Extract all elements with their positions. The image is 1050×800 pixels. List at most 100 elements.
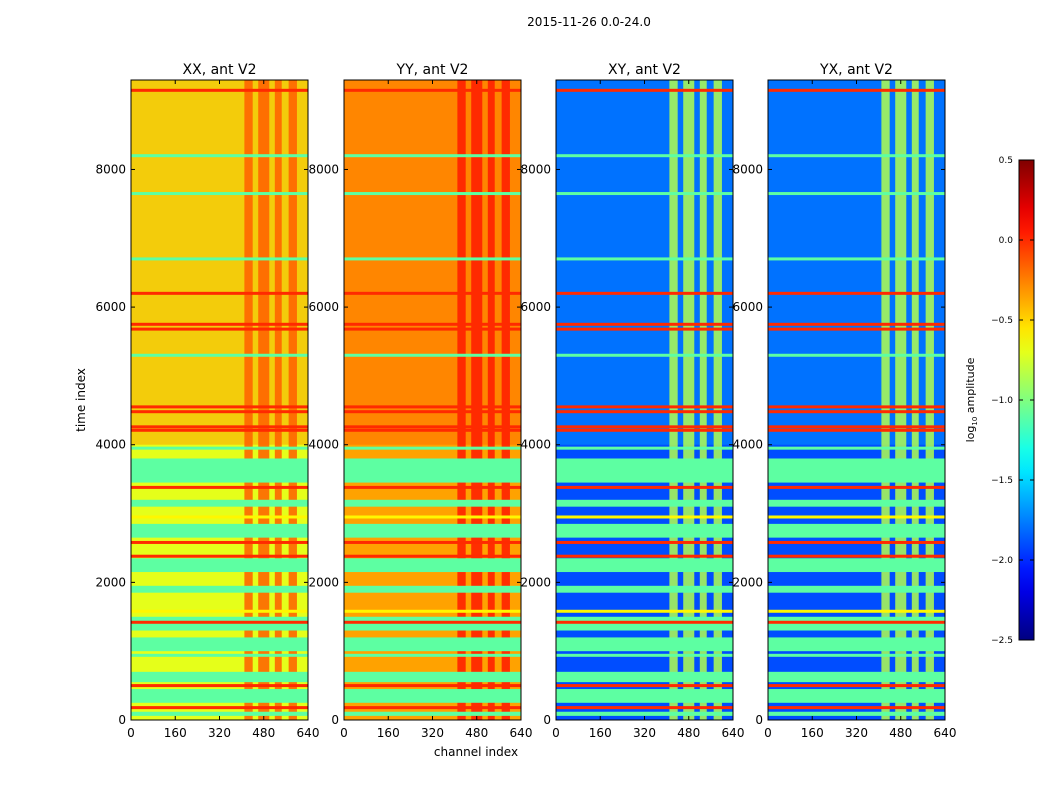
burst-column bbox=[471, 80, 483, 720]
rfi-line bbox=[131, 515, 308, 519]
colorbar-tick-label: −0.5 bbox=[991, 316, 1013, 326]
rfi-line bbox=[768, 353, 945, 357]
burst-column bbox=[699, 80, 707, 720]
rfi-line bbox=[344, 428, 521, 432]
flagged-band bbox=[131, 499, 308, 507]
y-tick-label: 6000 bbox=[95, 300, 126, 314]
flagged-band bbox=[556, 637, 733, 652]
y-tick-label: 8000 bbox=[732, 162, 763, 176]
rfi-line bbox=[768, 706, 945, 710]
rfi-line bbox=[344, 684, 521, 688]
rfi-line bbox=[131, 327, 308, 331]
burst-column bbox=[244, 80, 253, 720]
colorbar-tick-label: −2.0 bbox=[991, 556, 1013, 566]
rfi-line bbox=[131, 446, 308, 450]
rfi-line bbox=[131, 620, 308, 624]
colorbar-tick-label: 0.5 bbox=[999, 156, 1013, 166]
burst-column bbox=[925, 80, 934, 720]
rfi-line bbox=[556, 410, 733, 414]
y-tick-label: 4000 bbox=[520, 438, 551, 452]
x-tick-label: 320 bbox=[845, 726, 868, 740]
rfi-line bbox=[344, 653, 521, 657]
x-tick-label: 640 bbox=[722, 726, 745, 740]
rfi-line bbox=[131, 485, 308, 489]
x-tick-label: 480 bbox=[889, 726, 912, 740]
rfi-line bbox=[768, 327, 945, 331]
rfi-line bbox=[344, 554, 521, 558]
y-tick-label: 8000 bbox=[95, 162, 126, 176]
x-tick-label: 640 bbox=[510, 726, 533, 740]
rfi-line bbox=[344, 291, 521, 295]
x-tick-label: 480 bbox=[252, 726, 275, 740]
y-tick-label: 2000 bbox=[732, 575, 763, 589]
rfi-line bbox=[131, 322, 308, 326]
rfi-line bbox=[344, 620, 521, 624]
panel-title: XY, ant V2 bbox=[608, 62, 681, 78]
y-tick-label: 2000 bbox=[520, 575, 551, 589]
y-tick-label: 0 bbox=[755, 713, 763, 727]
y-tick-label: 4000 bbox=[308, 438, 339, 452]
panel-title: XX, ant V2 bbox=[183, 62, 257, 78]
rfi-line bbox=[131, 653, 308, 657]
rfi-line bbox=[344, 257, 521, 261]
rfi-line bbox=[556, 540, 733, 544]
rfi-line bbox=[344, 192, 521, 196]
x-tick-label: 320 bbox=[208, 726, 231, 740]
rfi-line bbox=[768, 554, 945, 558]
colorbar-tick-label: −1.0 bbox=[991, 396, 1013, 406]
flagged-band bbox=[768, 499, 945, 507]
flagged-band bbox=[556, 558, 733, 573]
rfi-line bbox=[131, 425, 308, 429]
flagged-band bbox=[556, 671, 733, 683]
rfi-line bbox=[768, 609, 945, 613]
flagged-band bbox=[344, 458, 521, 483]
rfi-line bbox=[556, 192, 733, 196]
rfi-line bbox=[556, 327, 733, 331]
rfi-line bbox=[556, 291, 733, 295]
rfi-line bbox=[556, 257, 733, 261]
rfi-line bbox=[768, 322, 945, 326]
flagged-band bbox=[556, 458, 733, 483]
y-tick-label: 6000 bbox=[520, 300, 551, 314]
colorbar-tick-label: 0.0 bbox=[999, 236, 1014, 246]
flagged-band bbox=[131, 711, 308, 716]
rfi-line bbox=[344, 353, 521, 357]
rfi-line bbox=[768, 446, 945, 450]
burst-column bbox=[274, 80, 282, 720]
flagged-band bbox=[344, 671, 521, 683]
x-tick-label: 0 bbox=[127, 726, 135, 740]
rfi-line bbox=[556, 706, 733, 710]
flagged-band bbox=[556, 585, 733, 593]
y-tick-label: 8000 bbox=[520, 162, 551, 176]
rfi-line bbox=[131, 192, 308, 196]
x-tick-label: 160 bbox=[801, 726, 824, 740]
flagged-band bbox=[556, 689, 733, 703]
x-tick-label: 480 bbox=[677, 726, 700, 740]
rfi-line bbox=[344, 154, 521, 158]
rfi-line bbox=[556, 485, 733, 489]
rfi-line bbox=[131, 154, 308, 158]
colorbar-label: log10 amplitude bbox=[964, 357, 979, 442]
flagged-band bbox=[131, 458, 308, 483]
rfi-line bbox=[344, 410, 521, 414]
flagged-band bbox=[131, 523, 308, 538]
rfi-line bbox=[131, 257, 308, 261]
panel-title: YX, ant V2 bbox=[819, 62, 893, 78]
flagged-band bbox=[768, 585, 945, 593]
rfi-line bbox=[344, 405, 521, 409]
rfi-line bbox=[344, 515, 521, 519]
flagged-band bbox=[344, 499, 521, 507]
flagged-band bbox=[768, 637, 945, 652]
rfi-line bbox=[556, 428, 733, 432]
rfi-line bbox=[768, 257, 945, 261]
rfi-line bbox=[768, 653, 945, 657]
x-tick-label: 0 bbox=[764, 726, 772, 740]
flagged-band bbox=[131, 689, 308, 703]
panel-1: YY, ant V2 0 160 320 480 640 0 2000 4000 6000 8000 bbox=[308, 62, 532, 740]
rfi-line bbox=[556, 425, 733, 429]
flagged-band bbox=[344, 585, 521, 593]
burst-column bbox=[713, 80, 722, 720]
rfi-line bbox=[556, 653, 733, 657]
x-tick-label: 160 bbox=[164, 726, 187, 740]
x-tick-label: 640 bbox=[934, 726, 957, 740]
